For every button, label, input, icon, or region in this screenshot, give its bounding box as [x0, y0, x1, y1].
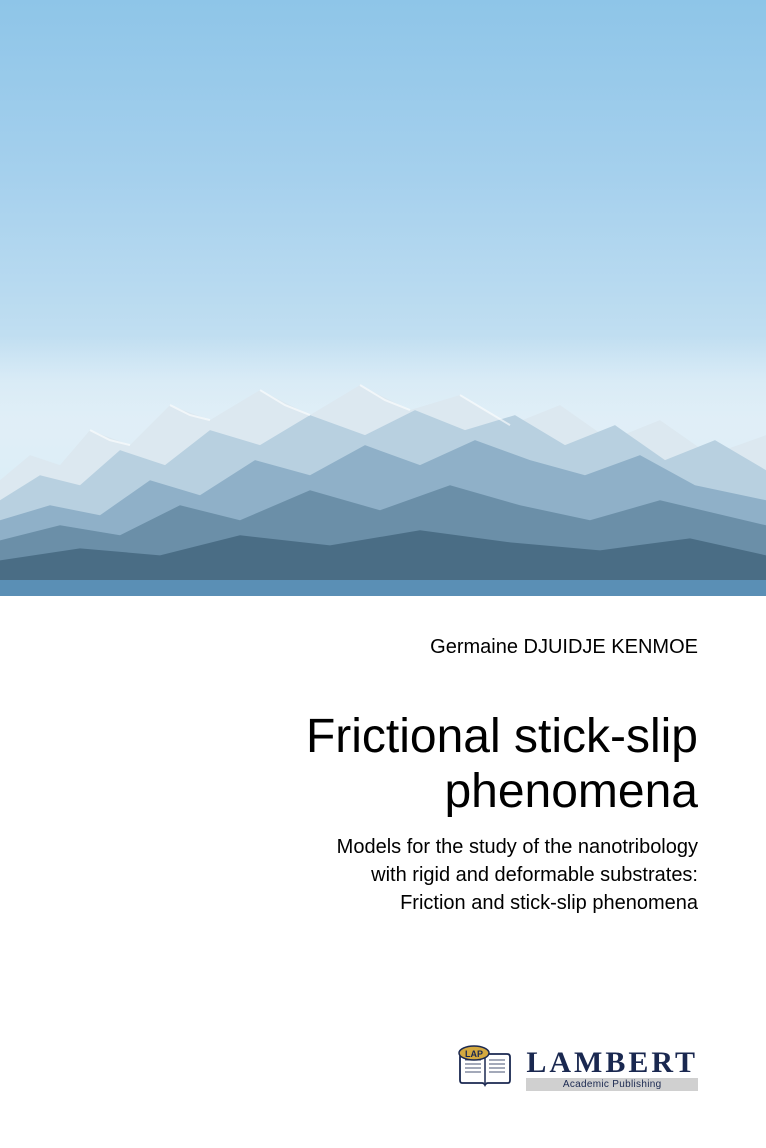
publisher-logo: LAP LAMBERT Academic Publishing	[454, 1045, 698, 1093]
subtitle-line: with rigid and deformable substrates:	[68, 861, 698, 889]
book-subtitle: Models for the study of the nanotribolog…	[68, 833, 698, 917]
publisher-icon: LAP	[454, 1045, 516, 1093]
publisher-tagline: Academic Publishing	[526, 1078, 698, 1091]
accent-bar	[0, 580, 766, 596]
subtitle-line: Models for the study of the nanotribolog…	[68, 833, 698, 861]
mountains	[0, 360, 766, 580]
publisher-text: LAMBERT Academic Publishing	[526, 1048, 698, 1091]
subtitle-line: Friction and stick-slip phenomena	[68, 889, 698, 917]
mountain-silhouette	[0, 360, 766, 580]
cover-photo	[0, 0, 766, 580]
book-title: Frictional stick-slip phenomena	[68, 709, 698, 819]
svg-text:LAP: LAP	[465, 1049, 483, 1059]
content-area: Germaine DJUIDJE KENMOE Frictional stick…	[0, 596, 766, 957]
author-name: Germaine DJUIDJE KENMOE	[68, 636, 698, 659]
publisher-name: LAMBERT	[526, 1048, 698, 1078]
